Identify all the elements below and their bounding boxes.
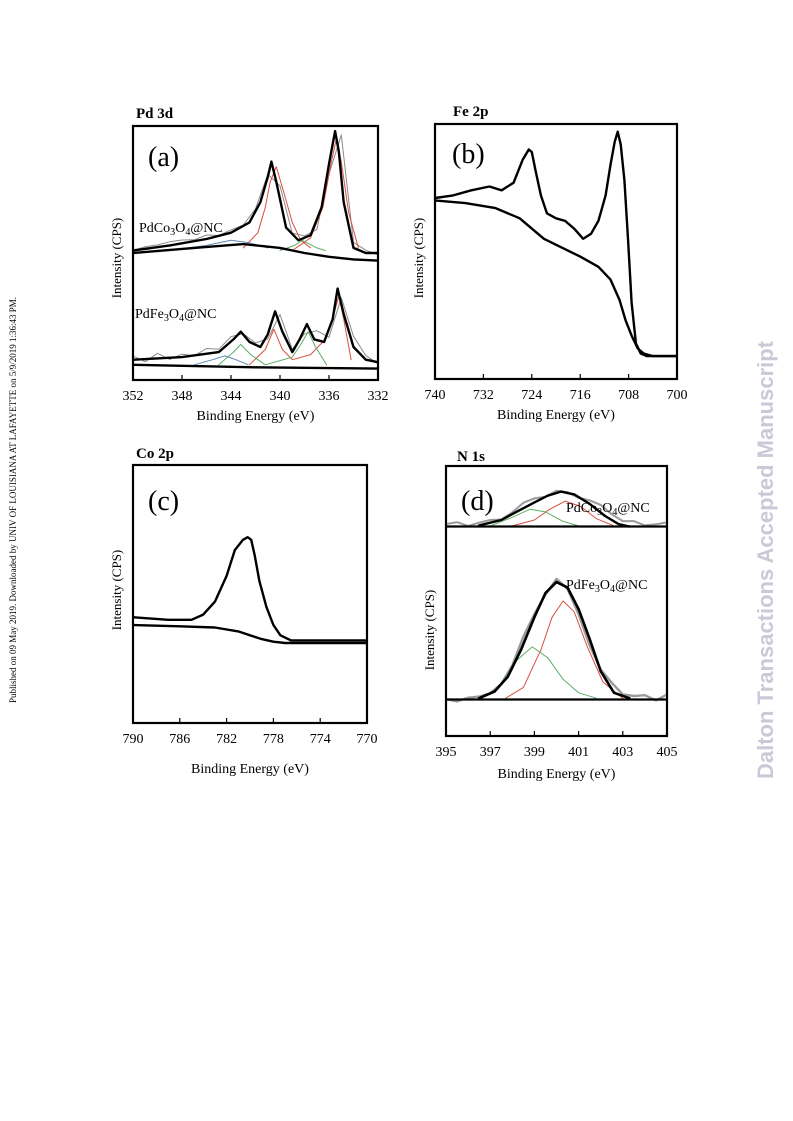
series-b-spectrum-0 xyxy=(436,130,676,358)
y-axis-label-d: Intensity (CPS) xyxy=(422,590,437,671)
series-a-component-10 xyxy=(193,355,249,366)
sample-label-a-1: PdFe3O4@NC xyxy=(135,307,216,324)
series-d-raw-5 xyxy=(447,577,666,703)
series-d-component-8 xyxy=(505,600,624,699)
y-axis-label-c: Intensity (CPS) xyxy=(109,550,124,631)
series-d-fit-7 xyxy=(477,580,631,700)
x-tick-label-b-2: 724 xyxy=(521,388,542,403)
series-a-background-1 xyxy=(134,242,377,262)
x-tick-label-c-0: 790 xyxy=(123,732,144,747)
series-c-background-1 xyxy=(134,623,366,645)
series-a-component-6 xyxy=(279,239,326,251)
y-axis-label-a: Intensity (CPS) xyxy=(109,218,124,299)
series-a-component-4 xyxy=(242,166,312,249)
panel-title-d: N 1s xyxy=(457,449,485,465)
x-tick-label-d-2: 399 xyxy=(524,745,545,760)
series-a-fit-0 xyxy=(134,129,377,255)
x-tick-label-d-1: 397 xyxy=(480,745,501,760)
x-tick-label-d-5: 405 xyxy=(657,745,678,760)
plot-frame-b xyxy=(433,122,679,381)
x-tick-label-b-1: 732 xyxy=(473,388,494,403)
x-tick-label-d-3: 401 xyxy=(568,745,589,760)
x-tick-label-b-0: 740 xyxy=(425,388,446,403)
x-tick-label-c-3: 778 xyxy=(263,732,284,747)
sample-label-d-1: PdFe3O4@NC xyxy=(566,578,647,595)
x-axis-label-b: Binding Energy (eV) xyxy=(497,408,615,423)
plot-frame-c xyxy=(131,463,369,725)
x-tick-label-a-1: 348 xyxy=(172,389,193,404)
traces-c xyxy=(134,536,366,645)
x-tick-label-c-2: 782 xyxy=(216,732,237,747)
x-axis-label-d: Binding Energy (eV) xyxy=(498,767,616,782)
panel-letter-c: (c) xyxy=(148,486,179,517)
x-tick-label-a-0: 352 xyxy=(123,389,144,404)
x-axis-label-c: Binding Energy (eV) xyxy=(191,762,309,777)
panel-letter-d: (d) xyxy=(461,486,494,517)
x-tick-label-b-4: 708 xyxy=(618,388,639,403)
x-tick-label-a-5: 332 xyxy=(368,389,389,404)
series-a-background-3 xyxy=(134,363,377,370)
series-a-fit-2 xyxy=(134,287,377,364)
manuscript-watermark: Dalton Transactions Accepted Manuscript xyxy=(753,340,778,780)
x-tick-label-b-5: 700 xyxy=(667,388,688,403)
panel-title-c: Co 2p xyxy=(136,446,174,462)
series-d-raw-0 xyxy=(447,489,666,527)
x-tick-label-b-3: 716 xyxy=(570,388,591,403)
plot-frame-a xyxy=(131,124,380,382)
panel-title-a: Pd 3d xyxy=(136,106,174,122)
panel-letter-b: (b) xyxy=(452,139,485,170)
series-c-spectrum-0 xyxy=(134,536,366,642)
panel-title-b: Fe 2p xyxy=(453,104,488,120)
plot-frame-d xyxy=(444,464,669,738)
series-d-component-4 xyxy=(489,508,580,527)
series-d-component-3 xyxy=(511,500,615,527)
sample-label-d-0: PdCo3O4@NC xyxy=(566,501,650,518)
x-tick-label-a-3: 340 xyxy=(270,389,291,404)
traces-b xyxy=(436,130,676,358)
x-tick-label-a-4: 336 xyxy=(319,389,340,404)
x-tick-label-c-1: 786 xyxy=(169,732,190,747)
series-d-fit-2 xyxy=(477,490,631,528)
x-tick-label-a-2: 344 xyxy=(221,389,242,404)
publication-note: Published on 09 May 2019. Downloaded by … xyxy=(8,297,18,703)
y-axis-label-b: Intensity (CPS) xyxy=(411,218,426,299)
sample-label-a-0: PdCo3O4@NC xyxy=(139,221,223,238)
x-tick-label-c-4: 774 xyxy=(310,732,331,747)
panel-letter-a: (a) xyxy=(148,142,179,173)
series-b-background-1 xyxy=(436,199,676,358)
x-tick-label-c-5: 770 xyxy=(357,732,378,747)
series-a-component-9 xyxy=(218,331,328,366)
x-tick-label-d-4: 403 xyxy=(612,745,633,760)
traces-a xyxy=(134,129,377,370)
x-axis-label-a: Binding Energy (eV) xyxy=(197,409,315,424)
x-tick-label-d-0: 395 xyxy=(436,745,457,760)
traces-d xyxy=(447,489,666,703)
